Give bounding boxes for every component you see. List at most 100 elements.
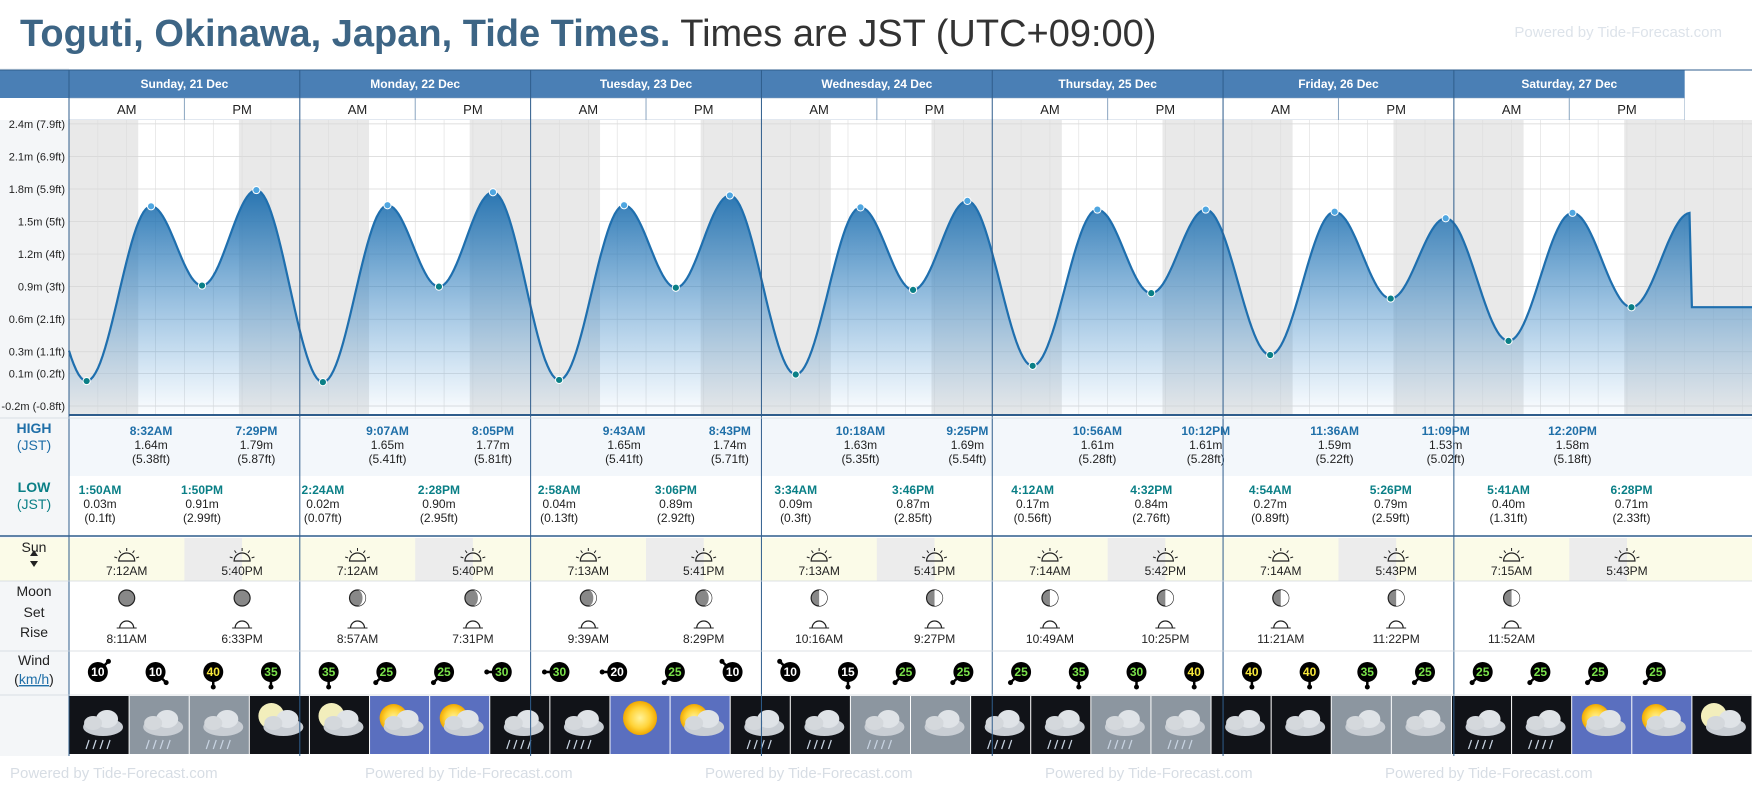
moonset-time: 8:11AM (106, 632, 146, 646)
wind-speed: 25 (380, 665, 394, 679)
wind-speed: 10 (726, 665, 740, 679)
low-tide-time: 3:06PM (655, 483, 697, 497)
sunset-time: 5:41PM (683, 564, 724, 578)
wind-icon (1241, 662, 1262, 690)
pm-label: PM (232, 102, 252, 117)
y-tick-label: 0.6m (2.1ft) (9, 314, 65, 326)
low-tide-time: 3:34AM (774, 483, 817, 497)
moonrise-icon (462, 620, 483, 629)
high-tide-feet: (5.54ft) (948, 452, 986, 466)
am-label: AM (348, 102, 368, 117)
wind-unit-link[interactable]: (km/h) (14, 671, 54, 687)
wind-speed: 25 (957, 665, 971, 679)
high-tide-time: 9:07AM (366, 424, 409, 438)
day-header (1453, 70, 1685, 98)
low-tide-meters: 0.02m (306, 497, 339, 511)
moon-cloud-icon (1700, 703, 1746, 736)
wind-icon (373, 662, 397, 686)
sunset-cell (415, 538, 473, 581)
low-tide-point (908, 285, 918, 294)
moonrise-time: 11:22PM (1373, 632, 1420, 646)
sunrise-icon (806, 548, 832, 562)
wind-icon (1126, 662, 1147, 690)
tide-area (69, 190, 1752, 414)
high-tide-time: 8:05PM (472, 424, 514, 438)
sunrise-time: 7:13AM (568, 564, 609, 578)
sun-updown-icon[interactable] (30, 550, 38, 567)
moonrise-time: 10:25PM (1141, 632, 1189, 646)
moonrise-time: 8:29PM (683, 632, 724, 646)
low-tide-meters: 0.87m (896, 497, 929, 511)
sunset-icon (460, 548, 486, 562)
low-tide-time: 4:32PM (1130, 483, 1172, 497)
powered-by-badge[interactable]: Powered by Tide-Forecast.com (1514, 24, 1722, 41)
rain-icon (744, 710, 785, 750)
wind-icon (719, 658, 743, 682)
low-tide-time: 6:28PM (1610, 483, 1652, 497)
low-tide-time: 5:26PM (1370, 483, 1412, 497)
wind-icon (1357, 662, 1378, 690)
low-tide-feet: (2.99ft) (183, 511, 221, 525)
low-tide-time: 2:58AM (538, 483, 581, 497)
moonrise-icon (232, 620, 253, 629)
low-tide-meters: 0.89m (659, 497, 692, 511)
wind-icon (484, 662, 512, 682)
high-tide-meters: 1.59m (1318, 438, 1351, 452)
moon-phase-icon (1156, 589, 1174, 607)
pm-label: PM (463, 102, 483, 117)
day-header (1223, 70, 1454, 98)
high-tide-point (856, 203, 865, 212)
low-tide-time: 4:12AM (1011, 483, 1054, 497)
wind-icon (430, 662, 455, 686)
y-tick-label: 1.2m (4ft) (18, 249, 65, 261)
moon-phase-icon (1272, 589, 1290, 607)
low-tide-meters: 0.91m (185, 497, 218, 511)
low-tide-meters: 0.04m (542, 497, 575, 511)
low-tide-time: 1:50AM (79, 483, 122, 497)
low-tide-feet: (0.07ft) (304, 511, 342, 525)
wind-unit-text: km/h (19, 671, 49, 687)
wind-icon (1527, 662, 1551, 686)
day-header-label: Monday, 22 Dec (370, 77, 460, 91)
wind-icon (87, 658, 111, 682)
am-label: AM (1502, 102, 1522, 117)
sunset-time: 5:42PM (1145, 564, 1186, 578)
y-tick-label: 0.1m (0.2ft) (9, 368, 65, 380)
high-tide-point (1201, 205, 1210, 214)
day-header-label: Tuesday, 23 Dec (600, 77, 693, 91)
moonset-icon (809, 620, 830, 629)
pm-label: PM (1386, 102, 1406, 117)
high-tide-meters: 1.58m (1556, 438, 1589, 452)
high-tide-time: 8:43PM (709, 424, 751, 438)
y-tick-label: 1.8m (5.9ft) (9, 184, 65, 196)
high-tide-meters: 1.79m (240, 438, 273, 452)
low-tide-feet: (0.1ft) (84, 511, 115, 525)
high-tide-point (1330, 207, 1339, 216)
wind-speed: 15 (841, 665, 855, 679)
wind-icon (837, 662, 858, 690)
high-tide-meters: 1.64m (134, 438, 167, 452)
moonset-time: 11:52AM (1488, 632, 1535, 646)
moonset-icon (116, 620, 137, 629)
low-tide-meters: 0.40m (1492, 497, 1525, 511)
low-tide-meters: 0.27m (1254, 497, 1287, 511)
high-tide-time: 11:36AM (1310, 424, 1359, 438)
low-tide-feet: (2.76ft) (1132, 511, 1170, 525)
sunrise-time: 7:12AM (337, 564, 378, 578)
low-tide-point (1028, 361, 1037, 370)
rain-icon (1044, 710, 1085, 750)
wind-icon (1585, 662, 1609, 686)
wind-icon (1642, 662, 1666, 686)
sunset-icon (1152, 548, 1178, 562)
sunrise-icon (114, 548, 140, 562)
wind-speed: 30 (1130, 665, 1144, 679)
rain-icon (984, 710, 1025, 750)
high-tide-point (488, 188, 498, 197)
low-tide-point (318, 378, 327, 387)
y-tick-label: 2.1m (6.9ft) (9, 151, 65, 163)
footer-powered-4: Powered by Tide-Forecast.com (1045, 765, 1253, 782)
sunrise-icon (1499, 548, 1525, 562)
low-tide-feet: (2.95ft) (420, 511, 458, 525)
high-tide-point (725, 191, 734, 200)
wind-speed: 40 (1188, 665, 1202, 679)
